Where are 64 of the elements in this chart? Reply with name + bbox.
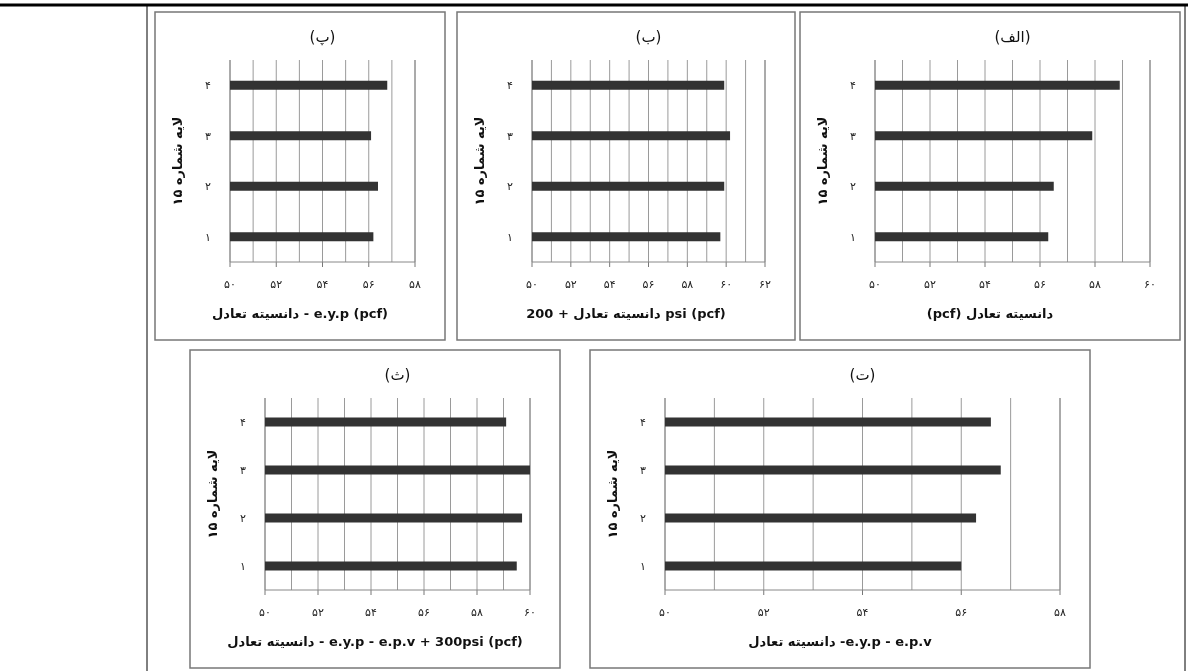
x-tick-label: ۵۲ (270, 278, 283, 291)
x-tick-label: ۶۰ (1144, 278, 1156, 291)
x-tick-label: ۵۶ (955, 606, 968, 619)
x-axis-title: (pcf) دانسیته تعادل (926, 306, 1054, 321)
chart-title: (الف) (994, 28, 1031, 46)
y-tick-label: ۴ (205, 79, 212, 93)
y-tick-label: ۲ (205, 180, 212, 194)
x-axis-title: دانسیته تعادل - e.y.p (pcf) (211, 306, 389, 321)
x-tick-label: ۵۴ (979, 278, 991, 291)
x-tick-label: ۵۶ (418, 606, 430, 619)
x-tick-label: ۵۸ (1089, 278, 1101, 291)
y-tick-label: ۱ (640, 560, 646, 573)
y-tick-label: ۲ (850, 180, 857, 194)
y-axis-title: لایه شماره ۱۵ (170, 116, 185, 206)
x-tick-label: ۵۰ (526, 278, 538, 291)
y-tick-label: ۴ (507, 79, 514, 93)
x-tick-label: ۵۴ (856, 606, 869, 619)
x-tick-label: ۶۰ (524, 606, 536, 619)
x-tick-label: ۵۸ (681, 278, 694, 291)
y-axis-title: لایه شماره ۱۵ (472, 116, 487, 206)
x-tick-label: ۵۴ (603, 278, 616, 291)
y-tick-label: ۳ (507, 129, 514, 143)
y-tick-label: ۴ (850, 79, 857, 93)
x-tick-label: ۵۰ (659, 606, 671, 619)
x-tick-label: ۵۶ (1034, 278, 1046, 291)
y-tick-label: ۴ (240, 416, 247, 429)
x-tick-label: ۵۰ (259, 606, 271, 619)
y-axis-title: لایه شماره ۱۵ (605, 449, 620, 539)
chart-title: (ت) (849, 366, 876, 384)
chart-title: (پ) (309, 28, 336, 46)
y-tick-label: ۱ (240, 560, 246, 573)
chart-title: (ب) (635, 28, 662, 46)
y-tick-label: ۴ (640, 416, 647, 429)
x-axis-title: دانسیته تعادل -e.y.p - e.p.v (748, 634, 933, 649)
x-axis-title: دانسیته تعادل + 200 psi (pcf) (526, 306, 726, 321)
x-tick-label: ۵۲ (924, 278, 936, 291)
y-tick-label: ۲ (240, 512, 247, 525)
y-tick-label: ۲ (507, 180, 514, 194)
y-axis-title: لایه شماره ۱۵ (205, 449, 220, 539)
x-tick-label: ۵۸ (409, 278, 421, 291)
x-tick-label: ۵۴ (365, 606, 377, 619)
chart-title: (ث) (384, 366, 411, 384)
x-tick-label: ۵۲ (757, 606, 770, 619)
x-tick-label: ۵۶ (642, 278, 655, 291)
x-tick-label: ۵۸ (471, 606, 483, 619)
y-tick-label: ۱ (850, 230, 856, 244)
y-tick-label: ۳ (205, 129, 212, 143)
y-tick-label: ۲ (640, 512, 647, 525)
x-axis-title: دانسیته تعادل - e.y.p - e.p.v + 300psi (pcf) (227, 634, 523, 649)
x-tick-label: ۵۰ (224, 278, 236, 291)
y-axis-title: لایه شماره ۱۵ (815, 116, 830, 206)
x-tick-label: ۵۰ (869, 278, 881, 291)
y-tick-label: ۱ (205, 230, 211, 244)
y-tick-label: ۱ (507, 230, 513, 244)
x-tick-label: ۵۲ (312, 606, 324, 619)
x-tick-label: ۵۲ (564, 278, 577, 291)
y-tick-label: ۳ (240, 464, 247, 477)
y-tick-label: ۳ (640, 464, 647, 477)
x-tick-label: ۶۲ (759, 278, 771, 291)
x-tick-label: ۶۰ (720, 278, 733, 291)
y-tick-label: ۳ (850, 129, 857, 143)
x-tick-label: ۵۶ (362, 278, 375, 291)
x-tick-label: ۵۴ (316, 278, 329, 291)
x-tick-label: ۵۸ (1054, 606, 1066, 619)
